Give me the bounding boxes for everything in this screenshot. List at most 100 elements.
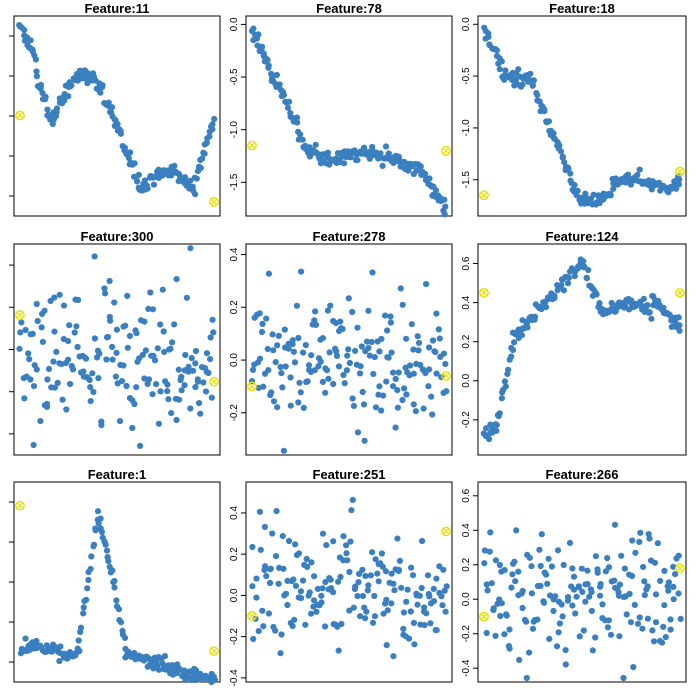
data-point	[305, 362, 313, 369]
data-point	[364, 587, 371, 594]
data-point	[292, 582, 300, 590]
data-point	[509, 571, 516, 578]
data-point	[359, 592, 366, 600]
data-point	[430, 585, 437, 593]
data-point	[149, 391, 156, 398]
data-point	[337, 318, 344, 325]
data-point	[182, 351, 189, 359]
data-point	[107, 317, 114, 324]
data-point	[327, 302, 334, 309]
data-point	[169, 339, 176, 346]
data-point	[383, 378, 390, 385]
data-point	[103, 356, 110, 363]
data-point	[250, 25, 257, 32]
data-point	[560, 561, 567, 569]
data-point	[277, 650, 284, 657]
data-point	[443, 583, 450, 590]
data-point	[430, 598, 437, 605]
data-point	[519, 81, 526, 88]
data-point	[554, 547, 562, 554]
left-marker	[479, 611, 489, 622]
data-point	[487, 421, 494, 428]
data-point	[529, 625, 537, 632]
data-point	[95, 375, 102, 382]
data-point	[262, 563, 269, 570]
data-point	[296, 379, 303, 386]
right-marker	[675, 166, 685, 177]
data-point	[168, 410, 175, 417]
data-point	[117, 619, 125, 626]
panel-title: Feature:251	[313, 467, 386, 482]
data-point	[428, 393, 435, 400]
data-point	[636, 538, 643, 546]
left-marker-cross	[16, 502, 24, 510]
data-point	[260, 623, 267, 630]
right-marker-cross	[210, 378, 218, 386]
data-point	[670, 583, 677, 591]
data-point	[524, 324, 531, 331]
y-tick-label: 0.0	[229, 17, 240, 31]
data-point	[410, 346, 417, 353]
data-point	[44, 106, 51, 113]
data-point	[75, 296, 82, 304]
data-point	[410, 370, 417, 377]
data-point	[190, 367, 197, 374]
data-point	[192, 347, 199, 355]
data-point	[272, 553, 280, 560]
data-point	[297, 131, 304, 138]
data-point	[409, 572, 417, 579]
data-point	[378, 407, 385, 414]
data-point	[257, 546, 264, 554]
data-point	[369, 619, 377, 626]
data-point	[161, 348, 168, 356]
data-point	[173, 276, 180, 283]
data-point	[483, 581, 490, 588]
data-point	[542, 304, 550, 311]
data-point	[199, 155, 206, 162]
data-point	[173, 416, 180, 424]
data-point	[367, 572, 374, 579]
data-point	[312, 308, 319, 315]
data-point	[641, 578, 648, 585]
data-point	[51, 384, 59, 391]
data-point	[324, 307, 331, 314]
data-point	[77, 624, 85, 631]
data-point	[580, 627, 587, 634]
data-point	[383, 642, 390, 649]
data-point	[394, 535, 401, 542]
data-point	[626, 590, 633, 598]
data-point	[485, 33, 492, 41]
data-point	[354, 324, 361, 331]
data-point	[385, 150, 392, 157]
data-point	[171, 321, 178, 328]
data-point	[291, 359, 299, 366]
data-point	[518, 332, 526, 339]
data-point	[636, 166, 643, 173]
data-point	[155, 420, 162, 427]
data-point	[249, 543, 256, 551]
data-point	[161, 653, 168, 660]
data-point	[265, 367, 272, 374]
data-point	[657, 577, 664, 585]
data-point	[541, 599, 548, 606]
data-point	[628, 572, 636, 580]
data-point	[433, 627, 440, 634]
data-point	[33, 68, 40, 75]
data-point	[665, 579, 673, 586]
data-point	[421, 604, 428, 611]
data-point	[379, 162, 386, 169]
data-point	[486, 548, 493, 555]
plot-frame	[477, 15, 687, 217]
data-point	[564, 280, 572, 287]
data-point	[350, 402, 357, 409]
data-point	[416, 592, 423, 599]
panel-8: Feature:251 0.4 0.2 0.0 -0.2 -0.4	[229, 467, 453, 686]
data-point	[570, 573, 578, 580]
data-point	[676, 322, 683, 329]
data-point	[87, 565, 94, 573]
data-point	[426, 366, 433, 373]
data-point	[37, 418, 44, 425]
data-point	[414, 601, 421, 608]
data-point	[197, 164, 204, 172]
data-point	[53, 105, 61, 112]
